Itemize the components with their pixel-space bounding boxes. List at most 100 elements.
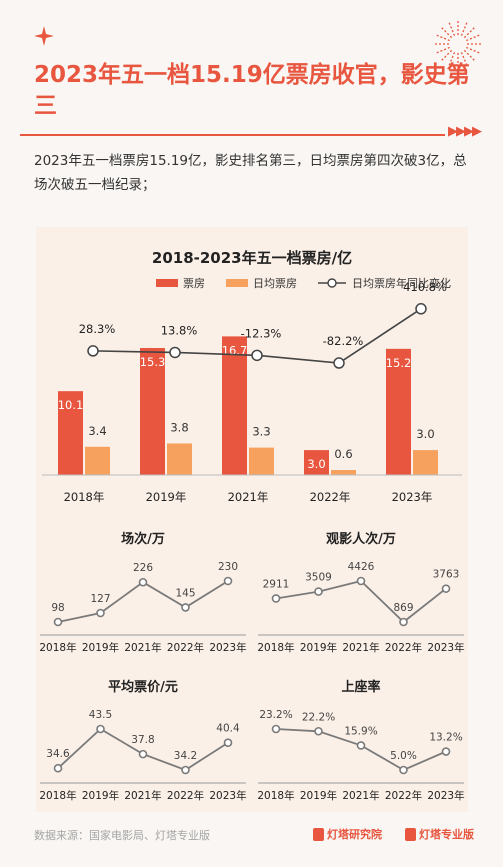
occupancy-chart-x-tick: 2022年 — [385, 789, 422, 802]
x-tick-label: 2018年 — [64, 490, 105, 504]
firework-ray — [447, 20, 456, 36]
admissions-chart-x-tick: 2019年 — [300, 641, 337, 654]
admissions-chart-point — [271, 594, 281, 603]
admissions-chart-x-tick: 2018年 — [257, 641, 294, 654]
occupancy-chart-value-label: 22.2% — [302, 711, 335, 723]
firework-ray — [466, 46, 482, 55]
legend-label-box-office: 票房 — [183, 277, 205, 290]
yoy-point — [87, 345, 99, 357]
x-tick-label: 2019年 — [146, 490, 187, 504]
firework-ray — [434, 33, 450, 42]
occupancy-chart-x-tick: 2023年 — [427, 789, 464, 802]
bar-box-office — [304, 450, 329, 475]
ticket-price-chart-point — [96, 724, 105, 734]
brand-research: 灯塔研究院 — [313, 826, 382, 842]
screenings-chart-x-tick: 2021年 — [124, 641, 161, 654]
occupancy-chart-point — [314, 726, 323, 736]
brand-pro-label: 灯塔专业版 — [419, 828, 474, 841]
ticket-price-chart-value-label: 40.4 — [216, 723, 240, 735]
chart-canvas: 2018-2023年五一档票房/亿票房 日均票房 日均票房年同比变化 10.1 3.4 2… — [39, 249, 464, 802]
occupancy-chart-value-label: 15.9% — [344, 725, 377, 737]
firework-ray — [463, 49, 477, 63]
occupancy-chart-x-tick: 2019年 — [300, 789, 337, 802]
admissions-chart-value-label: 4426 — [348, 561, 375, 573]
arrow-decoration-icon: ▶▶▶▶ — [448, 124, 482, 139]
legend-label-daily: 日均票房 — [253, 277, 297, 290]
screenings-chart-x-tick: 2022年 — [167, 641, 204, 654]
bar-box-office — [58, 391, 83, 475]
bar-label-box-office: 15.2 — [386, 356, 412, 370]
admissions-chart-x-tick: 2022年 — [385, 641, 422, 654]
legend-swatch-daily — [226, 279, 248, 287]
summary-text: 2023年五一档票房15.19亿，影史排名第三，日均票房第四次破3亿，总场次破五… — [34, 153, 467, 193]
brand-logo-icon — [313, 827, 324, 841]
ticket-price-chart-x-tick: 2018年 — [39, 789, 76, 802]
admissions-chart-value-label: 2911 — [263, 578, 290, 590]
occupancy-chart-value-label: 23.2% — [259, 709, 292, 721]
ticket-price-chart-point — [53, 763, 63, 773]
ticket-price-chart-title: 平均票价/元 — [108, 679, 178, 695]
admissions-chart-point — [356, 576, 366, 586]
screenings-chart-title: 场次/万 — [121, 531, 165, 547]
bar-daily — [331, 470, 356, 475]
admissions-chart-title: 观影人次/万 — [326, 531, 396, 547]
screenings-chart-point — [96, 608, 105, 618]
title-divider — [20, 134, 445, 136]
occupancy-chart-value-label: 13.2% — [429, 732, 462, 744]
occupancy-chart-point — [271, 724, 281, 734]
ticket-price-chart-point — [138, 749, 148, 759]
data-source: 数据来源：国家电影局、灯塔专业版 — [34, 829, 210, 842]
bar-daily — [249, 447, 274, 475]
bar-daily — [167, 443, 192, 475]
occupancy-chart-x-tick: 2021年 — [342, 789, 379, 802]
chart-card: 2018-2023年五一档票房/亿票房 日均票房 日均票房年同比变化 10.1 3.4 2… — [36, 227, 468, 812]
bar-label-box-office: 3.0 — [307, 457, 325, 471]
occupancy-chart-x-tick: 2018年 — [257, 789, 294, 802]
brand-logo-icon — [405, 827, 416, 841]
firework-ray — [466, 33, 482, 42]
legend-label-yoy: 日均票房年同比变化 — [352, 276, 451, 290]
firework-ray — [463, 25, 477, 39]
screenings-chart-value-label: 226 — [133, 562, 153, 574]
occupancy-chart-point — [356, 741, 366, 750]
bar-label-daily: 0.6 — [334, 447, 352, 461]
yoy-label: 13.8% — [161, 323, 198, 337]
ticket-price-chart-value-label: 34.6 — [46, 748, 70, 760]
bar-label-daily: 3.0 — [416, 427, 434, 441]
ticket-price-chart-value-label: 37.8 — [131, 734, 154, 746]
occupancy-chart-title: 上座率 — [341, 679, 380, 695]
occupancy-chart-value-label: 5.0% — [390, 750, 417, 762]
screenings-chart-value-label: 98 — [51, 602, 64, 614]
legend-swatch-box-office — [156, 279, 178, 287]
main-chart-title: 2018-2023年五一档票房/亿 — [152, 249, 352, 267]
admissions-chart-point — [399, 617, 408, 627]
bar-label-box-office: 10.1 — [58, 398, 84, 412]
bar-box-office — [222, 336, 247, 475]
admissions-chart-point — [441, 584, 451, 593]
screenings-chart-x-tick: 2018年 — [39, 641, 76, 654]
admissions-chart-value-label: 869 — [393, 602, 413, 614]
brand-pro: 灯塔专业版 — [405, 826, 474, 842]
ticket-price-chart-x-tick: 2019年 — [82, 789, 119, 802]
admissions-chart-value-label: 3509 — [305, 572, 332, 584]
yoy-label: -12.3% — [241, 326, 282, 340]
yoy-label: 410.8% — [403, 280, 447, 294]
x-tick-label: 2021年 — [228, 490, 269, 504]
yoy-point — [415, 303, 427, 315]
admissions-chart-line — [275, 580, 447, 624]
admissions-chart-x-tick: 2021年 — [342, 641, 379, 654]
screenings-chart-x-tick: 2019年 — [82, 641, 119, 654]
page-title: 2023年五一档15.19亿票房收官，影史第三 — [34, 62, 470, 119]
bar-label-daily: 3.4 — [88, 424, 106, 438]
screenings-chart-value-label: 127 — [90, 593, 110, 605]
screenings-chart-value-label: 145 — [175, 587, 195, 599]
firework-ray — [460, 20, 469, 36]
screenings-chart-x-tick: 2023年 — [209, 641, 246, 654]
x-tick-label: 2022年 — [310, 490, 351, 504]
admissions-chart-value-label: 3763 — [433, 569, 460, 581]
yoy-point — [333, 357, 345, 369]
screenings-chart-value-label: 230 — [218, 561, 238, 573]
firework-ray — [434, 46, 450, 55]
screenings-chart-point — [181, 603, 190, 612]
